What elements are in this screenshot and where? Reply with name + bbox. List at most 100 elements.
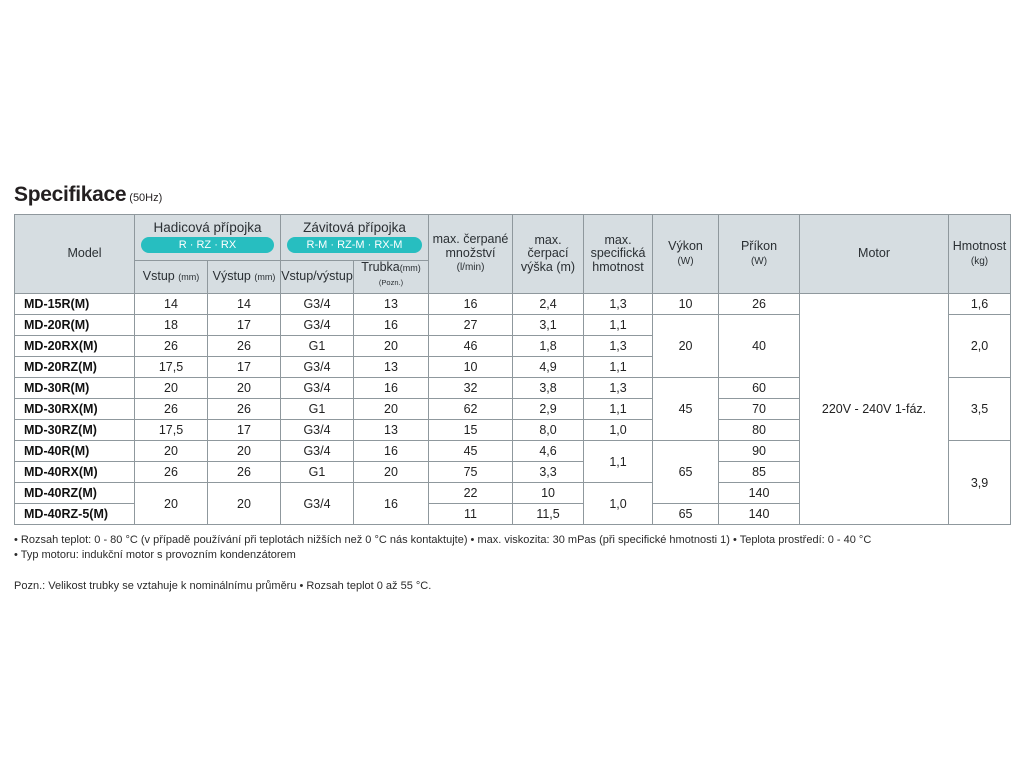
outlet-cell: 26 [207, 461, 281, 484]
head-cell: 3,3 [512, 461, 585, 484]
pipe-size-note: Pozn.: Velikost trubky se vztahuje k nom… [14, 580, 432, 593]
weight-cell: 2,0 [948, 314, 1012, 379]
power-input-cell: 90 [718, 440, 801, 463]
head-cell: 2,9 [512, 398, 585, 421]
model-cell: MD-40RZ-5(M) [14, 503, 135, 526]
sg-cell: 1,0 [583, 482, 654, 526]
col-header-max-head: max. čerpací výška (m) [512, 213, 585, 295]
table-row: MD-30RX(M) 26 26 G1 20 62 2,9 1,1 70 [14, 398, 1011, 421]
thread-cell: G3/4 [280, 293, 354, 316]
col-header-max-flow: max. čerpané množství (l/min) [428, 213, 514, 295]
subcol-header-outlet: Výstup (mm) [207, 259, 281, 295]
table-row: MD-30RZ(M) 17,5 17 G3/4 13 15 8,0 1,0 80 [14, 419, 1011, 442]
thread-cell: G3/4 [280, 377, 354, 400]
inlet-cell: 26 [134, 335, 208, 358]
table-row: MD-40RX(M) 26 26 G1 20 75 3,3 85 [14, 461, 1011, 484]
outlet-cell: 20 [207, 440, 281, 463]
power-output-cell: 45 [652, 377, 720, 442]
inlet-cell: 20 [134, 482, 208, 526]
table-row: MD-40R(M) 20 20 G3/4 16 45 4,6 1,1 65 90… [14, 440, 1012, 526]
power-input-cell: 140 [718, 482, 801, 505]
thread-cell: G3/4 [280, 482, 354, 526]
model-cell: MD-40R(M) [14, 440, 135, 463]
sg-cell: 1,3 [583, 293, 654, 316]
inlet-cell: 26 [134, 461, 208, 484]
power-input-cell: 60 [718, 377, 801, 400]
pipe-cell: 20 [352, 335, 430, 358]
thread-cell: G3/4 [280, 314, 354, 337]
power-input-unit: (W) [750, 255, 768, 267]
flow-cell: 46 [428, 335, 514, 358]
model-cell: MD-20RX(M) [14, 335, 135, 358]
pipe-cell: 16 [352, 314, 430, 337]
inlet-cell: 20 [134, 377, 208, 400]
power-input-cell: 80 [718, 419, 801, 442]
head-cell: 1,8 [512, 335, 585, 358]
head-cell: 4,6 [512, 440, 585, 463]
outlet-label: Výstup [212, 268, 251, 283]
head-cell: 4,9 [512, 356, 585, 379]
power-input-cell: 40 [718, 314, 801, 379]
footnotes: • Rozsah teplot: 0 - 80 °C (v případě po… [14, 533, 1010, 563]
col-group-hose: Hadicová přípojka R · RZ · RX [134, 214, 281, 261]
outlet-cell: 26 [207, 335, 281, 358]
power-input-label: Příkon [740, 239, 778, 254]
model-cell: MD-40RX(M) [14, 461, 135, 484]
sg-cell: 1,1 [583, 440, 654, 484]
weight-cell: 3,5 [948, 377, 1012, 442]
power-output-label: Výkon [668, 239, 703, 254]
weight-cell: 3,9 [948, 440, 1012, 526]
power-output-cell: 20 [652, 314, 720, 379]
sg-cell: 1,1 [583, 314, 654, 337]
flow-cell: 32 [428, 377, 514, 400]
spec-sheet: Specifikace (50Hz) Model Hadicová přípojk… [14, 183, 1012, 593]
col-header-motor: Motor [799, 213, 950, 295]
pipe-cell: 13 [352, 419, 430, 442]
inlet-cell: 20 [134, 440, 208, 463]
pipe-cell: 16 [352, 440, 430, 463]
table-row: MD-20RZ(M) 17,5 17 G3/4 13 10 4,9 1,1 [14, 356, 1011, 379]
head-cell: 3,1 [512, 314, 585, 337]
footnote-temperature-viscosity: • Rozsah teplot: 0 - 80 °C (v případě po… [14, 534, 872, 547]
flow-cell: 62 [428, 398, 514, 421]
thread-cell: G3/4 [280, 440, 354, 463]
table-row: MD-15R(M) 14 14 G3/4 13 16 2,4 1,3 10 26… [14, 293, 1012, 526]
subcol-header-inlet: Vstup (mm) [134, 259, 208, 295]
footnote-motor-type: • Typ motoru: indukční motor s provozním… [14, 549, 296, 562]
flow-cell: 75 [428, 461, 514, 484]
table-row: MD-20R(M) 18 17 G3/4 16 27 3,1 1,1 20 40… [14, 314, 1012, 379]
thread-group-label: Závitová přípojka [303, 219, 406, 235]
thread-cell: G1 [280, 335, 354, 358]
max-flow-label: max. čerpané množství [432, 232, 509, 260]
inlet-label: Vstup [142, 268, 175, 283]
thread-cell: G1 [280, 398, 354, 421]
head-cell: 3,8 [512, 377, 585, 400]
thread-cell: G3/4 [280, 356, 354, 379]
weight-unit: (kg) [970, 255, 989, 267]
thread-models-badge: R-M · RZ-M · RX-M [287, 237, 423, 254]
power-input-cell: 140 [718, 503, 801, 526]
subcol-header-inlet-outlet: Vstup/výstup [280, 259, 354, 295]
flow-cell: 16 [428, 293, 514, 316]
power-input-cell: 70 [718, 398, 801, 421]
col-header-weight: Hmotnost (kg) [948, 213, 1012, 295]
model-cell: MD-20R(M) [14, 314, 135, 337]
power-input-cell: 85 [718, 461, 801, 484]
table-row: MD-30R(M) 20 20 G3/4 16 32 3,8 1,3 45 60… [14, 377, 1012, 442]
page-title-frequency: (50Hz) [129, 192, 163, 204]
table-row: MD-40RZ-5(M) 11 11,5 65 140 [14, 503, 1011, 526]
flow-cell: 27 [428, 314, 514, 337]
model-cell: MD-30RZ(M) [14, 419, 135, 442]
outlet-cell: 17 [207, 314, 281, 337]
weight-cell: 1,6 [948, 293, 1012, 316]
outlet-cell: 20 [207, 377, 281, 400]
subcol-header-pipe: Trubka(mm) (Pozn.) [352, 259, 430, 295]
head-cell: 10 [512, 482, 585, 505]
thread-cell: G1 [280, 461, 354, 484]
page-title-text: Specifikace [14, 183, 127, 206]
table-row: MD-40RZ(M) 20 20 G3/4 16 22 10 1,0 140 [14, 482, 1011, 526]
inlet-cell: 14 [134, 293, 208, 316]
inlet-cell: 17,5 [134, 419, 208, 442]
pipe-cell: 13 [352, 356, 430, 379]
outlet-cell: 14 [207, 293, 281, 316]
